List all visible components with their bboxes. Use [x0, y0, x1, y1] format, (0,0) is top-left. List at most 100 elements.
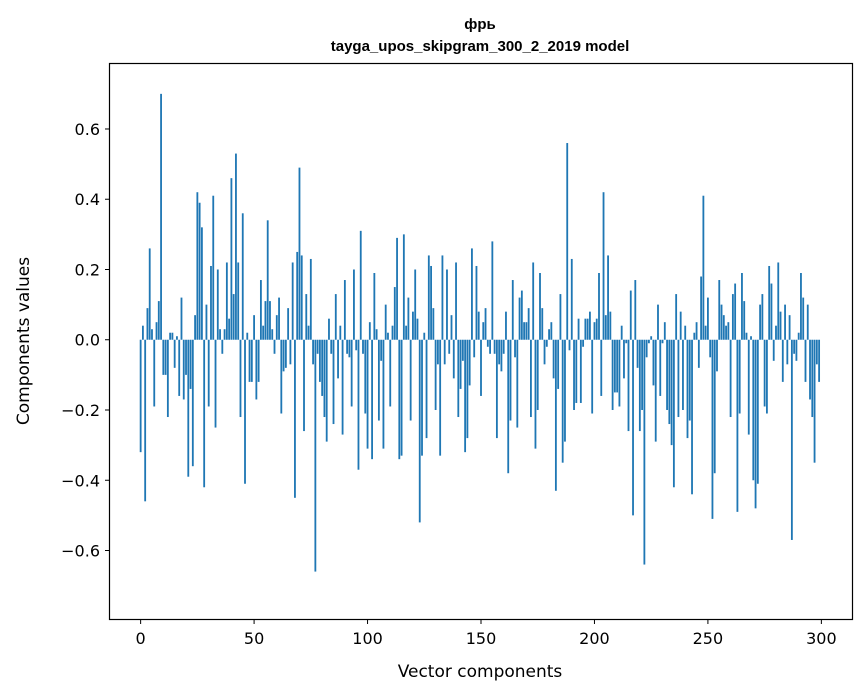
bar-167 — [518, 297, 521, 340]
bar-261 — [731, 294, 734, 340]
bar-107 — [382, 339, 385, 449]
bar-267 — [745, 332, 748, 340]
bar-77 — [314, 339, 317, 572]
bar-194 — [579, 339, 582, 403]
bar-247 — [700, 276, 703, 340]
bar-132 — [439, 339, 442, 456]
bar-238 — [679, 311, 682, 340]
bar-131 — [436, 339, 439, 365]
bar-136 — [448, 339, 451, 354]
bar-262 — [734, 283, 737, 340]
bar-68 — [294, 339, 296, 498]
bar-158 — [498, 339, 501, 365]
bar-124 — [421, 339, 423, 456]
bar-186 — [561, 339, 564, 463]
bar-219 — [636, 339, 639, 368]
bar-179 — [545, 339, 548, 347]
bar-23 — [191, 339, 194, 467]
bar-122 — [416, 318, 419, 340]
bar-153 — [486, 339, 489, 347]
bar-43 — [237, 262, 240, 340]
bar-227 — [654, 339, 657, 442]
bar-116 — [402, 234, 405, 340]
bar-266 — [743, 301, 746, 340]
bar-242 — [688, 339, 691, 421]
bar-280 — [775, 325, 777, 340]
bar-288 — [793, 339, 796, 354]
x-tick-label: 50 — [244, 629, 264, 648]
bar-39 — [228, 318, 231, 340]
bar-57 — [269, 301, 271, 340]
bar-47 — [246, 332, 249, 340]
bar-272 — [756, 339, 759, 484]
bar-180 — [548, 329, 550, 340]
bar-244 — [693, 332, 696, 340]
bar-102 — [371, 339, 373, 460]
bar-134 — [443, 339, 446, 365]
bar-166 — [516, 339, 519, 428]
bar-18 — [180, 297, 183, 340]
bar-65 — [287, 308, 290, 340]
bar-51 — [255, 339, 258, 400]
bar-8 — [157, 301, 160, 340]
bar-236 — [675, 294, 678, 340]
bar-195 — [582, 339, 585, 347]
bar-255 — [718, 280, 721, 340]
bar-4 — [148, 248, 151, 340]
bar-276 — [766, 339, 768, 414]
y-tick-label: 0.4 — [75, 190, 100, 209]
bar-294 — [806, 304, 809, 340]
bar-35 — [219, 329, 221, 340]
bar-145 — [468, 339, 471, 386]
bar-13 — [169, 332, 172, 340]
bar-115 — [400, 339, 403, 456]
bar-245 — [695, 322, 698, 340]
bar-246 — [697, 339, 700, 368]
x-axis-ticks: 0 50 100 150 200 250 300 — [136, 619, 837, 648]
bar-53 — [259, 280, 262, 340]
bar-103 — [373, 273, 376, 340]
bar-41 — [232, 294, 235, 340]
bar-210 — [616, 339, 619, 393]
bar-215 — [627, 339, 630, 432]
bar-52 — [257, 339, 260, 382]
bar-172 — [530, 339, 532, 418]
bar-123 — [418, 339, 421, 523]
bar-248 — [702, 195, 705, 340]
bar-22 — [189, 339, 192, 389]
bar-27 — [200, 227, 203, 340]
bar-63 — [282, 339, 285, 372]
bar-273 — [759, 304, 762, 340]
bar-201 — [595, 318, 598, 340]
bar-32 — [212, 195, 215, 340]
bar-268 — [747, 339, 750, 435]
bar-0 — [139, 339, 142, 453]
bar-14 — [171, 332, 174, 340]
bar-251 — [709, 339, 712, 358]
bar-264 — [738, 339, 741, 414]
bar-209 — [613, 339, 616, 393]
bar-221 — [641, 339, 644, 410]
bar-24 — [194, 315, 196, 340]
bar-224 — [648, 339, 650, 344]
bar-98 — [362, 339, 364, 354]
bar-207 — [609, 311, 612, 340]
bar-192 — [575, 339, 578, 403]
bar-270 — [752, 339, 755, 481]
bar-118 — [407, 297, 410, 340]
bar-147 — [473, 339, 476, 358]
bar-233 — [668, 339, 671, 425]
bar-15 — [173, 339, 176, 368]
bar-110 — [389, 339, 392, 407]
bar-143 — [464, 339, 467, 453]
bar-73 — [305, 294, 308, 340]
bar-125 — [423, 332, 426, 340]
bar-211 — [618, 339, 621, 407]
bar-49 — [250, 339, 253, 382]
bar-series — [139, 93, 821, 572]
bar-254 — [716, 339, 718, 372]
bar-174 — [534, 339, 537, 449]
bar-228 — [657, 304, 659, 340]
bar-7 — [155, 322, 158, 340]
